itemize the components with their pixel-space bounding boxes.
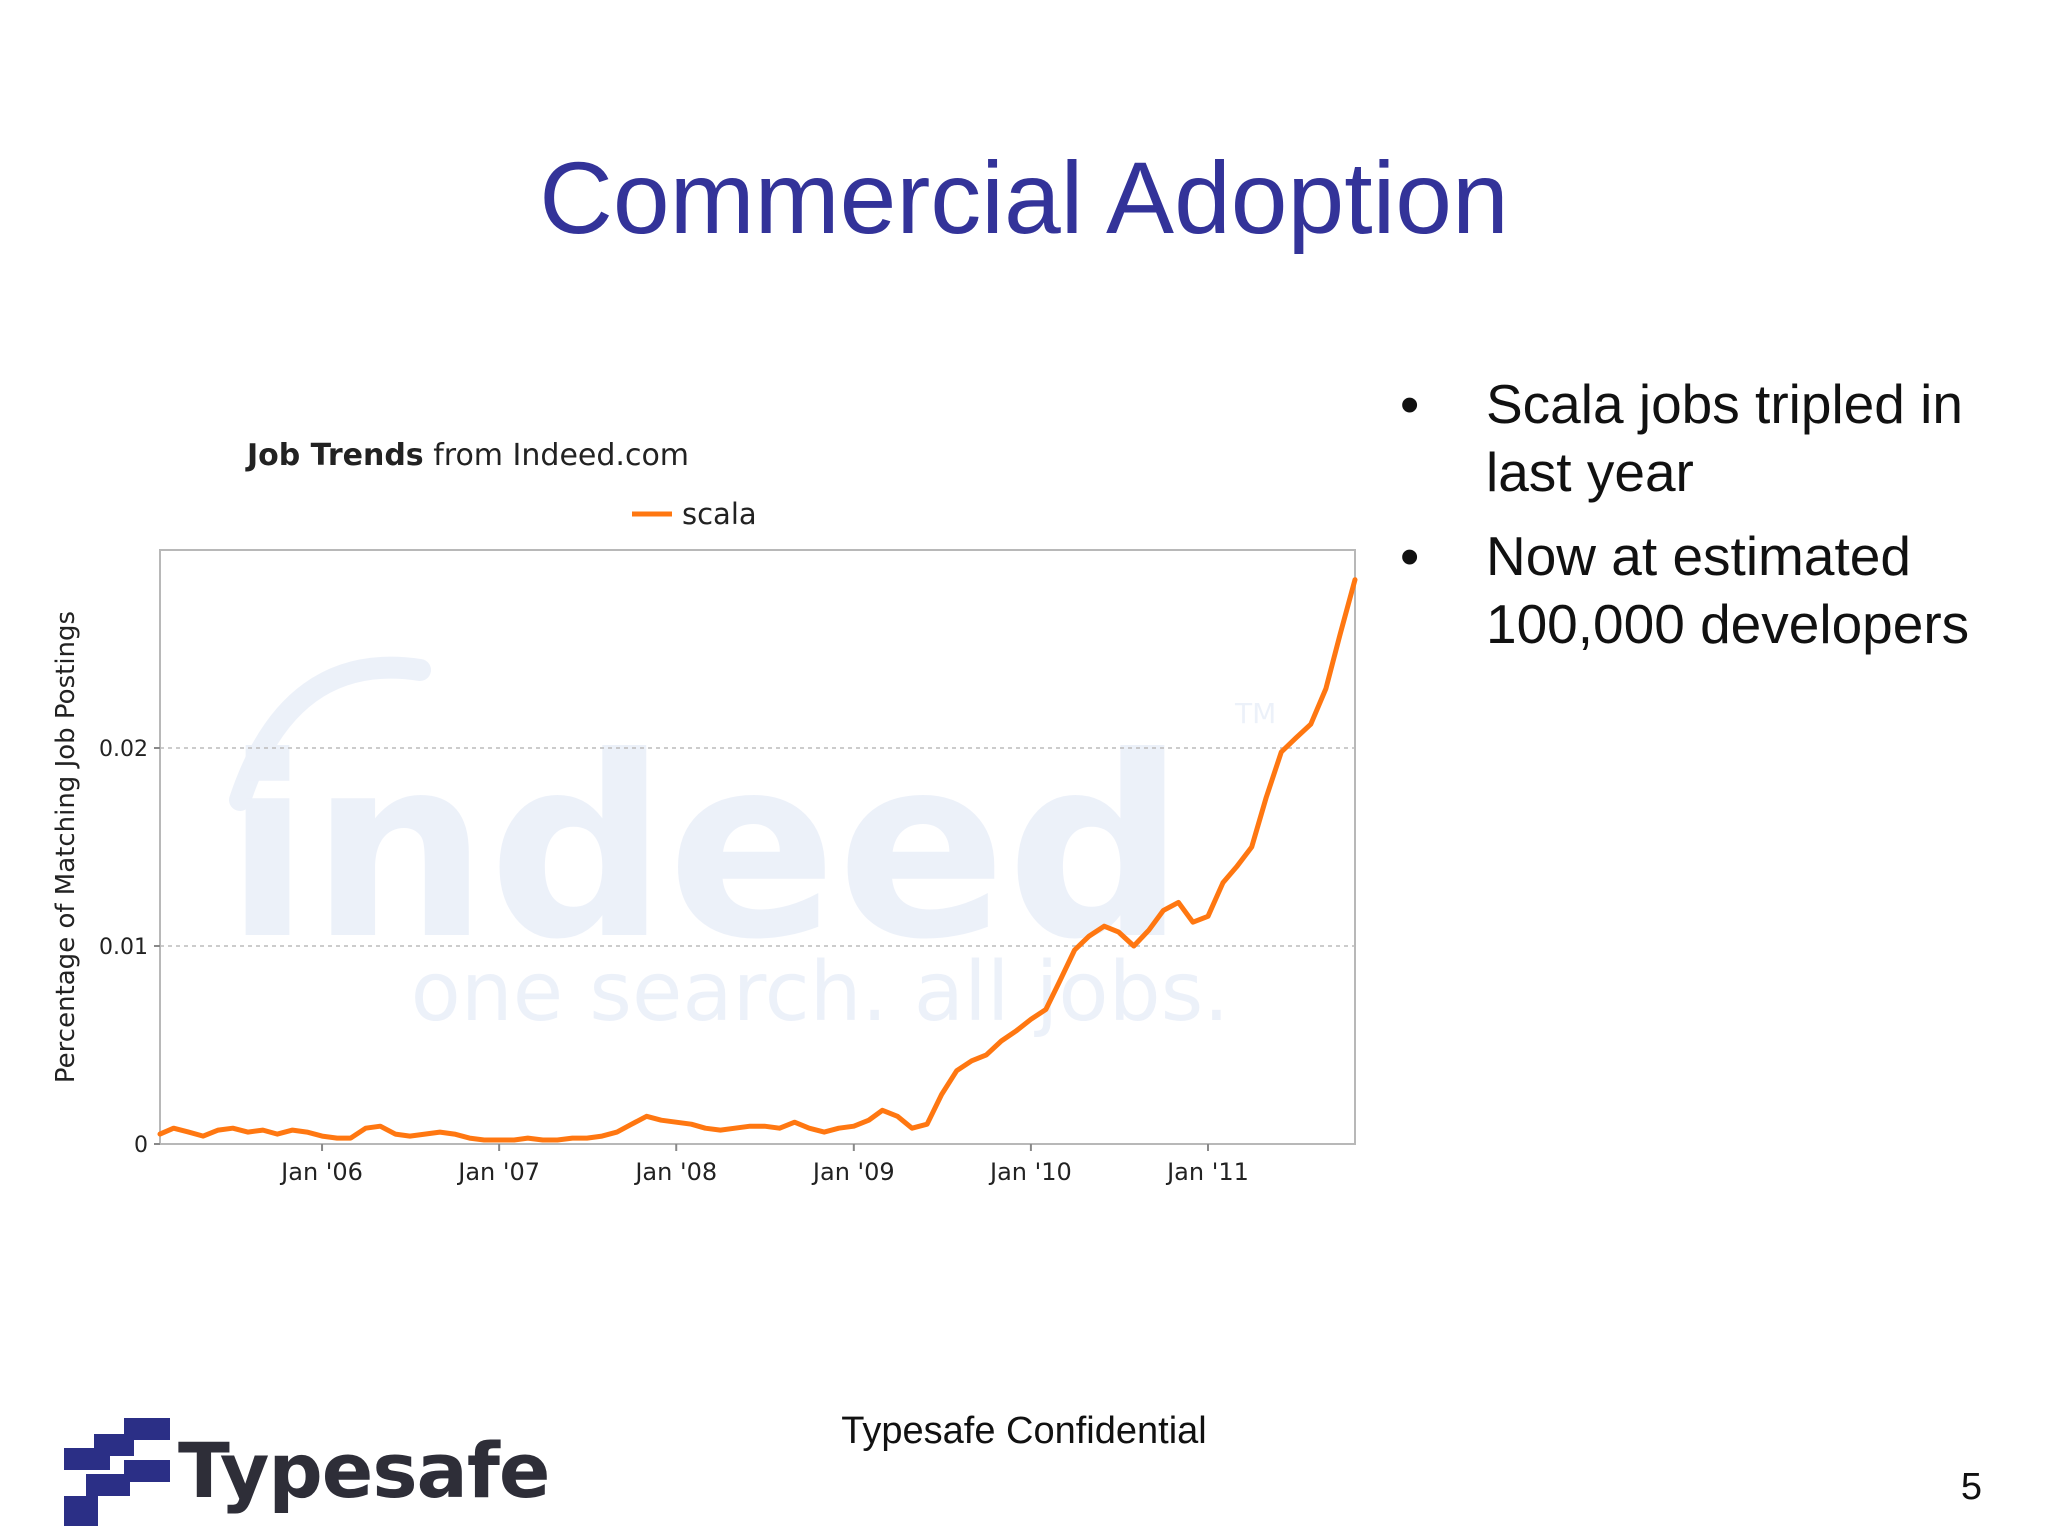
x-axis-ticks: Jan '06 Jan '07 Jan '08 Jan '09 Jan '10 Jan '…: [279, 1144, 1249, 1186]
footer-confidential: Typesafe Confidential: [841, 1410, 1207, 1452]
indeed-watermark: indeed one search. all jobs. TM: [225, 656, 1276, 1040]
chart-title: Job Trends from Indeed.com: [245, 438, 689, 473]
bullet-list: • Scala jobs tripled in last year • Now …: [1400, 370, 2020, 674]
y-tick-label: 0.01: [99, 935, 148, 960]
watermark-tagline: one search. all jobs.: [411, 945, 1230, 1040]
grid-lines: [160, 747, 1355, 947]
job-trends-chart: Job Trends from Indeed.com scala indeed …: [40, 430, 1370, 1200]
chart-title-rest: from Indeed.com: [424, 438, 689, 473]
y-tick-label: 0: [134, 1133, 148, 1158]
typesafe-logo: Typesafe: [64, 1418, 550, 1526]
slide-title: Commercial Adoption: [539, 141, 1509, 255]
bullet-item: • Scala jobs tripled in last year: [1400, 370, 2020, 506]
x-tick-label: Jan '10: [988, 1158, 1072, 1186]
bullet-dot: •: [1400, 525, 1420, 587]
series-layer: [157, 577, 1358, 1143]
plot-area: [159, 549, 1356, 1145]
watermark-tm: TM: [1234, 697, 1276, 730]
x-tick-label: Jan '08: [633, 1158, 717, 1186]
y-tick-label: 0.02: [99, 737, 148, 762]
series-line-scala: [157, 577, 1358, 1143]
watermark-arc: [229, 656, 431, 811]
job-trends-chart-svg: Job Trends from Indeed.com scala indeed …: [51, 438, 1358, 1186]
legend-label-scala: scala: [682, 497, 757, 531]
page-number: 5: [1960, 1466, 1982, 1508]
chart-legend: scala: [632, 497, 757, 531]
bullet-text: Scala jobs tripled in last year: [1486, 373, 1963, 503]
x-tick-label: Jan '11: [1165, 1158, 1249, 1186]
typesafe-logo-mark-icon: [64, 1418, 170, 1526]
x-tick-label: Jan '07: [456, 1158, 540, 1186]
bullet-dot: •: [1400, 373, 1420, 435]
x-tick-label: Jan '09: [811, 1158, 895, 1186]
typesafe-logo-text: Typesafe: [178, 1426, 550, 1515]
y-axis-ticks: 0 0.01 0.02: [99, 737, 160, 1158]
bullet-text: Now at estimated 100,000 developers: [1486, 525, 1970, 655]
x-tick-label: Jan '06: [279, 1158, 363, 1186]
y-axis-label: Percentage of Matching Job Postings: [51, 611, 81, 1083]
chart-title-bold: Job Trends: [245, 438, 424, 473]
bullet-item: • Now at estimated 100,000 developers: [1400, 522, 2020, 658]
